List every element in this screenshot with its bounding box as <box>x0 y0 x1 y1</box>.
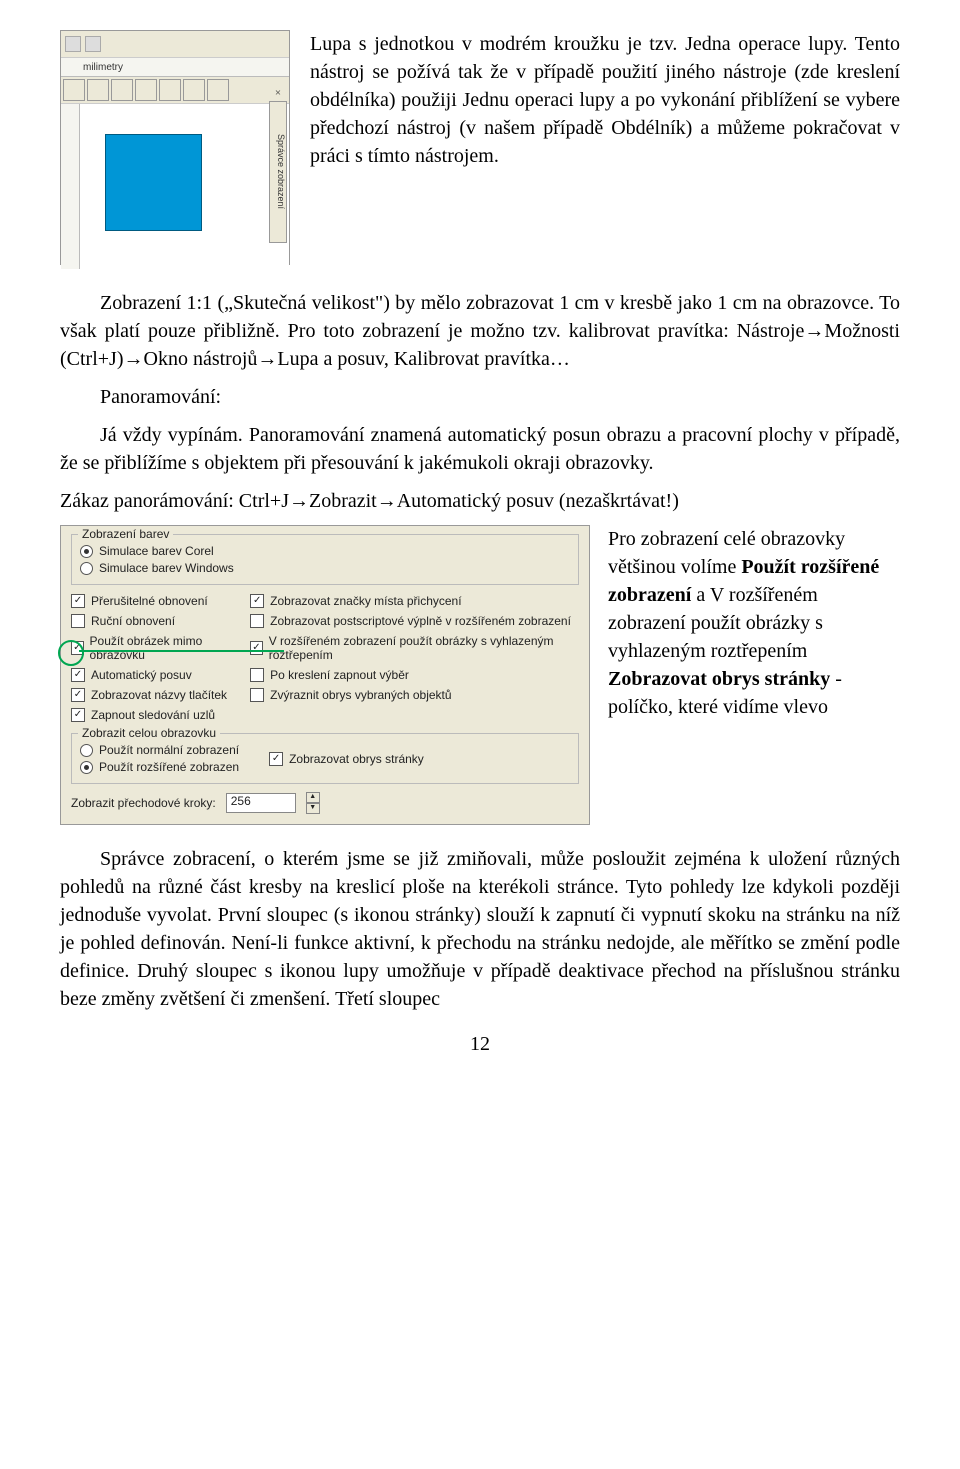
vertical-ruler <box>61 104 80 269</box>
radio-label: Simulace barev Corel <box>99 544 214 558</box>
checkbox: ✓ <box>250 594 264 608</box>
checkbox-label: Ruční obnovení <box>91 614 175 628</box>
checkbox-row: Zvýraznit obrys vybraných objektů <box>250 688 579 702</box>
spin-down-icon: ▼ <box>306 803 320 814</box>
checkbox <box>250 688 264 702</box>
right-explanation: Pro zobrazení celé obrazovky většinou vo… <box>608 525 900 825</box>
paragraph-3: Já vždy vypínám. Panoramování znamená au… <box>60 421 900 477</box>
zoom-toolbar <box>61 77 289 104</box>
zoom-tool-icon <box>87 79 109 101</box>
horizontal-ruler: milimetry × <box>61 58 289 77</box>
paragraph-5: Správce zobracení, o kterém jsme se již … <box>60 845 900 1013</box>
zoom-tool-icon <box>111 79 133 101</box>
intro-text-content: Lupa s jednotkou v modrém kroužku je tzv… <box>310 33 900 167</box>
checkbox <box>250 668 264 682</box>
checkbox-row: Po kreslení zapnout výběr <box>250 668 579 682</box>
tool-icon <box>65 36 81 52</box>
checkbox-label: Automatický posuv <box>91 668 192 682</box>
checkbox-label: Přerušitelné obnovení <box>91 594 208 608</box>
zoom-tool-icon <box>183 79 205 101</box>
view-manager-panel: Správce zobrazení <box>269 101 287 243</box>
options-dialog-screenshot: Zobrazení barev Simulace barev Corel Sim… <box>60 525 590 825</box>
steps-label: Zobrazit přechodové kroky: <box>71 796 216 810</box>
close-icon: × <box>271 86 285 100</box>
checkbox-label: Po kreslení zapnout výběr <box>270 668 409 682</box>
zoom-tool-icon <box>135 79 157 101</box>
ruler-unit-label: milimetry <box>83 62 123 73</box>
checkbox-row: Ruční obnovení <box>71 614 240 628</box>
radio-normal-view <box>80 744 93 757</box>
checkbox-grid: ✓Přerušitelné obnoveníRuční obnovení✓Pou… <box>71 591 579 725</box>
radio-windows-colors <box>80 562 93 575</box>
checkbox: ✓ <box>250 641 263 655</box>
checkbox-row: ✓ V rozšířeném zobrazení použít obrázky s… <box>250 634 579 662</box>
radio-extended-view <box>80 761 93 774</box>
steps-spinner: ▲ ▼ <box>306 792 320 814</box>
checkbox-page-outline: ✓ <box>269 752 283 766</box>
drawing-canvas <box>80 104 289 269</box>
zoom-tool-icon <box>63 79 85 101</box>
group-title: Zobrazit celou obrazovku <box>78 726 220 740</box>
checkbox: ✓ <box>71 668 85 682</box>
radio-corel-colors <box>80 545 93 558</box>
paragraph-3-label: Panoramování: <box>60 383 900 411</box>
group-title: Zobrazení barev <box>78 527 173 541</box>
fullscreen-group: Zobrazit celou obrazovku Použít normální… <box>71 733 579 784</box>
corel-zoom-screenshot: milimetry × Správce zobrazení <box>60 30 290 265</box>
green-circle-highlight <box>58 640 84 666</box>
blue-rectangle-object <box>105 134 202 231</box>
intro-paragraph: Lupa s jednotkou v modrém kroužku je tzv… <box>310 30 900 265</box>
checkbox <box>250 614 264 628</box>
page-number: 12 <box>60 1033 900 1056</box>
checkbox-label: Zobrazovat obrys stránky <box>289 752 424 766</box>
checkbox: ✓ <box>71 594 85 608</box>
checkbox <box>71 614 85 628</box>
checkbox-label: Zobrazovat názvy tlačítek <box>91 688 227 702</box>
checkbox-row: ✓ Zobrazovat názvy tlačítek <box>71 688 240 702</box>
checkbox-row: ✓Použít obrázek mimo obrazovku <box>71 634 240 662</box>
steps-input: 256 <box>226 793 296 813</box>
checkbox-row: ✓ Automatický posuv <box>71 668 240 682</box>
checkbox-label: V rozšířeném zobrazení použít obrázky s … <box>269 634 579 662</box>
checkbox: ✓ <box>71 708 85 722</box>
checkbox-label: Použít obrázek mimo obrazovku <box>90 634 241 662</box>
zoom-tool-icon <box>159 79 181 101</box>
paragraph-4: Zákaz panorámování: Ctrl+J→Zobrazit→Auto… <box>60 487 900 515</box>
radio-label: Simulace barev Windows <box>99 561 234 575</box>
checkbox-label: Zapnout sledování uzlů <box>91 708 215 722</box>
color-display-group: Zobrazení barev Simulace barev Corel Sim… <box>71 534 579 585</box>
checkbox-label: Zobrazovat postscriptové výplně v rozšíř… <box>270 614 571 628</box>
checkbox: ✓ <box>71 688 85 702</box>
radio-label: Použít normální zobrazení <box>99 743 239 757</box>
spin-up-icon: ▲ <box>306 792 320 803</box>
green-underline-highlight <box>79 650 284 652</box>
checkbox-label: Zvýraznit obrys vybraných objektů <box>270 688 451 702</box>
checkbox-row: ✓ Zobrazovat značky místa přichycení <box>250 594 579 608</box>
checkbox-row: Zobrazovat postscriptové výplně v rozšíř… <box>250 614 579 628</box>
checkbox-row: ✓ Zapnout sledování uzlů <box>71 708 240 722</box>
checkbox-row: ✓ Přerušitelné obnovení <box>71 594 240 608</box>
zoom-tool-icon <box>207 79 229 101</box>
checkbox-label: Zobrazovat značky místa přichycení <box>270 594 461 608</box>
radio-label: Použít rozšířené zobrazen <box>99 760 239 774</box>
paragraph-2: Zobrazení 1:1 („Skutečná velikost") by m… <box>60 289 900 373</box>
tool-icon <box>85 36 101 52</box>
